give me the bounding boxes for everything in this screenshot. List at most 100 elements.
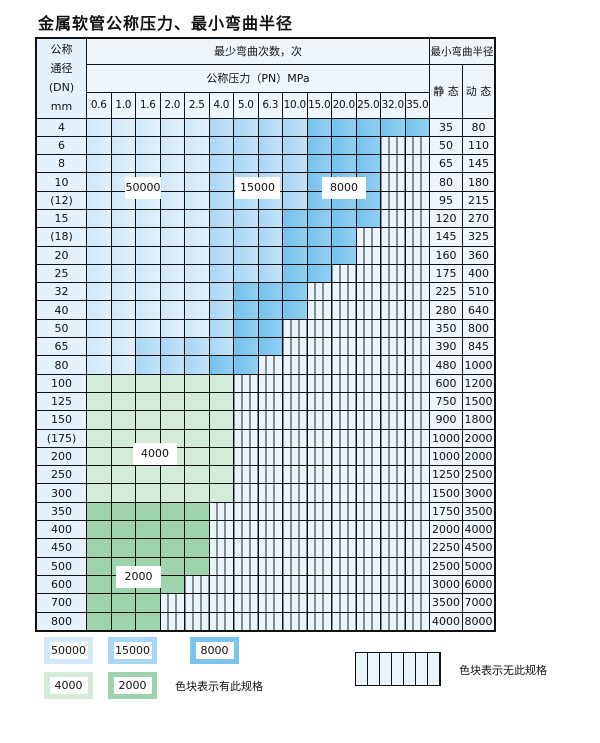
spec-cell-15000 [184,337,210,357]
legend-no-spec-swatch [355,652,441,686]
no-spec-cell [306,538,332,558]
spec-cell-8000 [331,154,357,174]
no-spec-cell [257,593,283,613]
dynamic-radius-cell: 325 [462,227,496,247]
no-spec-cell [233,611,259,632]
dn-cell: 700 [35,593,87,613]
no-spec-cell [404,373,430,393]
spec-cell-4000 [184,446,210,467]
no-spec-cell [355,391,381,412]
no-spec-cell [380,355,406,375]
spec-cell-8000 [355,135,381,156]
no-spec-cell [355,574,381,595]
no-spec-cell [380,428,406,448]
static-radius-cell: 600 [429,373,463,393]
spec-cell-4000 [208,428,234,448]
static-radius-cell: 160 [429,245,463,265]
no-spec-cell [233,373,259,393]
table-row: 350 1750 3500 [35,501,496,522]
spec-cell-50000 [110,263,136,284]
no-spec-cell [233,538,259,558]
region-label-50000: 50000 [125,177,161,199]
table-row: 250 1250 2500 [35,465,496,485]
spec-cell-8000 [380,117,406,137]
table-row: 50 350 800 [35,318,496,339]
legend-value: 2000 [113,677,152,694]
dn-cell: 400 [35,520,87,540]
spec-cell-15000 [159,355,185,375]
spec-cell-15000 [208,245,234,265]
pressure-column-header: 5.0 [233,91,259,119]
no-spec-cell [208,556,234,576]
no-spec-cell [306,465,332,485]
no-spec-cell [404,501,430,522]
spec-cell-50000 [159,245,185,265]
dn-cell: 450 [35,538,87,558]
spec-cell-15000 [208,318,234,339]
spec-cell-15000 [257,117,283,137]
spec-cell-4000 [86,373,112,393]
spec-cell-15000 [208,190,234,210]
no-spec-cell [380,556,406,576]
spec-cell-50000 [184,135,210,156]
no-spec-cell [380,208,406,229]
spec-cell-2000 [110,520,136,540]
no-spec-cell [355,373,381,393]
no-spec-cell [282,410,308,430]
spec-cell-50000 [159,135,185,156]
no-spec-cell [331,574,357,595]
no-spec-cell [380,154,406,174]
no-spec-cell [184,611,210,632]
spec-cell-8000 [233,337,259,357]
no-spec-cell [380,391,406,412]
dynamic-radius-cell: 270 [462,208,496,229]
no-spec-cell [233,465,259,485]
no-spec-cell [404,154,430,174]
static-radius-cell: 1500 [429,483,463,503]
no-spec-cell [331,483,357,503]
spec-cell-4000 [135,410,161,430]
spec-cell-15000 [233,154,259,174]
no-spec-cell [233,428,259,448]
spec-cell-50000 [86,227,112,247]
no-spec-cell [159,611,185,632]
no-spec-cell [380,520,406,540]
spec-cell-8000 [404,117,430,137]
dn-cell: 100 [35,373,87,393]
no-spec-cell [331,501,357,522]
legend-swatch-2000: 2000 [108,672,157,699]
no-spec-cell [306,520,332,540]
spec-cell-4000 [86,428,112,448]
table-row: 700 3500 7000 [35,593,496,613]
dn-cell: 500 [35,556,87,576]
no-spec-cell [355,501,381,522]
spec-cell-15000 [208,263,234,284]
no-spec-cell [331,593,357,613]
table-row: 80 480 1000 [35,355,496,375]
spec-cell-2000 [86,593,112,613]
no-spec-cell [331,355,357,375]
no-spec-cell [257,556,283,576]
no-spec-cell [380,410,406,430]
no-spec-cell [355,465,381,485]
no-spec-cell [380,337,406,357]
no-spec-cell [404,520,430,540]
no-spec-cell [404,300,430,320]
no-spec-cell [404,446,430,467]
spec-cell-50000 [86,245,112,265]
pressure-column-header: 35.0 [404,91,430,119]
pressure-column-header: 25.0 [355,91,381,119]
spec-cell-2000 [110,611,136,632]
dynamic-radius-cell: 215 [462,190,496,210]
spec-cell-2000 [184,538,210,558]
spec-cell-15000 [233,135,259,156]
spec-cell-2000 [86,520,112,540]
spec-cell-4000 [110,373,136,393]
dn-cell: 15 [35,208,87,229]
spec-cell-8000 [257,282,283,302]
table-row: 65 390 845 [35,337,496,357]
spec-cell-50000 [110,208,136,229]
spec-cell-8000 [233,300,259,320]
no-spec-cell [331,263,357,284]
no-spec-cell [404,282,430,302]
